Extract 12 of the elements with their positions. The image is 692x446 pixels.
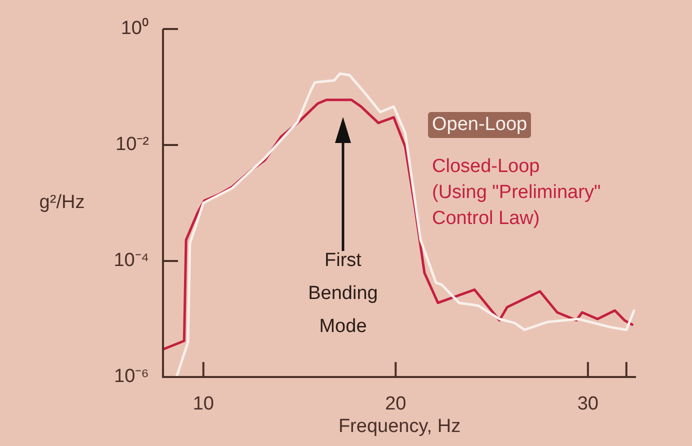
- series-label: Closed-Loop (Using "Preliminary" Control Law): [432, 155, 602, 231]
- y-axis-title: g²/Hz: [39, 192, 85, 214]
- x-tick-label: 20: [385, 394, 406, 415]
- y-tick-label: 10⁰: [120, 17, 149, 40]
- x-tick-label: 10: [192, 394, 214, 415]
- y-tick-label: 10⁻²: [116, 134, 149, 156]
- series-label: Open-Loop: [428, 112, 532, 138]
- x-axis-title: Frequency, Hz: [338, 416, 461, 437]
- x-tick-label: 30: [577, 394, 598, 415]
- y-tick-label: 10⁻⁶: [114, 366, 149, 388]
- y-tick-label: 10⁻⁴: [114, 250, 149, 272]
- annotation: First Bending Mode: [308, 249, 378, 339]
